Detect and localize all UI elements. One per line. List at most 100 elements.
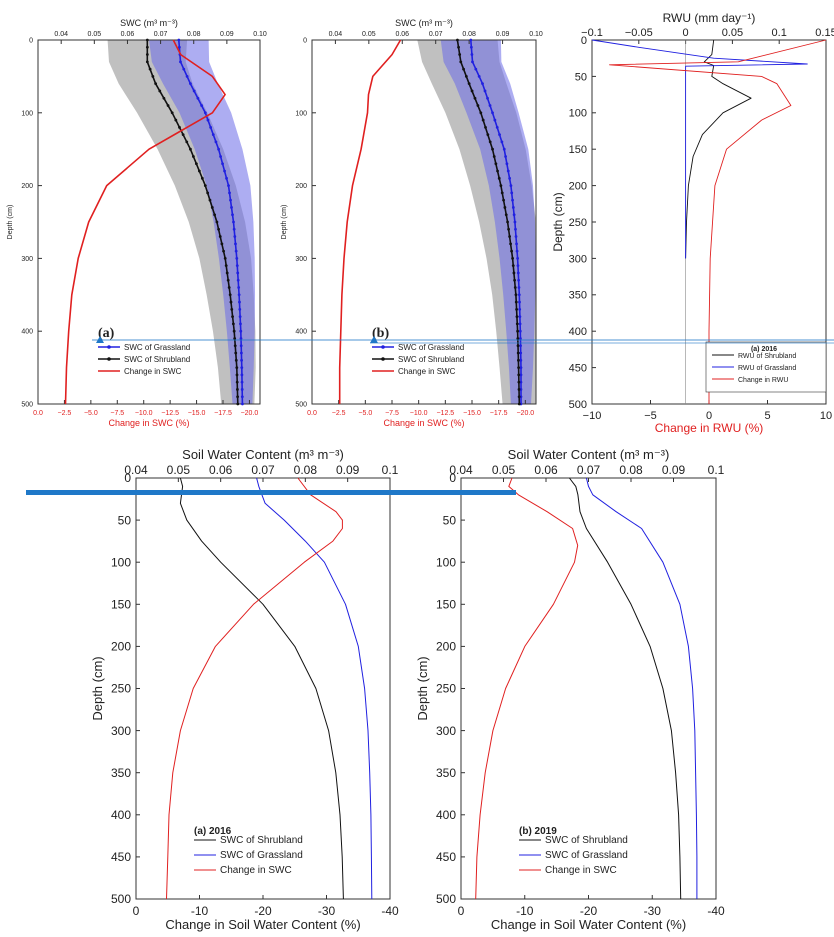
grassland-uncertainty-band bbox=[149, 40, 256, 404]
data-point bbox=[495, 125, 499, 129]
bottom-tick-label: 10 bbox=[820, 410, 832, 422]
data-point bbox=[519, 344, 522, 348]
bottom-tick-label: -40 bbox=[381, 904, 399, 918]
data-point bbox=[467, 82, 471, 86]
legend-entry: SWC of Shrubland bbox=[124, 355, 190, 364]
y-tick-label: 350 bbox=[111, 766, 131, 780]
bottom-tick-label: -20 bbox=[580, 904, 598, 918]
data-point bbox=[241, 402, 244, 406]
y-tick-label: 500 bbox=[436, 892, 456, 906]
data-point bbox=[206, 191, 210, 195]
data-point bbox=[519, 388, 523, 391]
top-tick-label: 0.09 bbox=[220, 31, 234, 38]
series-line-swc-of-grassland bbox=[256, 477, 373, 900]
y-tick-label: 250 bbox=[436, 682, 456, 696]
y-tick-label: 0 bbox=[303, 37, 307, 44]
data-point bbox=[208, 198, 212, 202]
data-point bbox=[220, 242, 224, 246]
data-point bbox=[519, 373, 523, 377]
bottom-tick-label: −20.0 bbox=[516, 410, 534, 417]
data-point bbox=[513, 278, 517, 282]
y-tick-label: 200 bbox=[111, 640, 131, 654]
series-line-rwu-of-grassland bbox=[591, 39, 808, 259]
data-point bbox=[236, 388, 239, 391]
legend-marker bbox=[381, 357, 385, 361]
data-point bbox=[233, 337, 237, 340]
data-point bbox=[488, 104, 492, 107]
data-point bbox=[170, 111, 174, 115]
top-tick-label: 0.06 bbox=[395, 31, 409, 38]
data-point bbox=[458, 53, 462, 56]
data-point bbox=[511, 264, 515, 268]
legend-entry: SWC of Grassland bbox=[220, 850, 303, 861]
shrubland-uncertainty-band bbox=[107, 40, 256, 404]
y-tick-label: 450 bbox=[436, 850, 456, 864]
top-tick-label: 0.09 bbox=[496, 31, 510, 38]
y-tick-label: 400 bbox=[21, 329, 33, 336]
data-point bbox=[203, 111, 207, 115]
data-point bbox=[231, 213, 234, 217]
data-point bbox=[234, 242, 237, 246]
series-line-change-in-swc bbox=[475, 477, 579, 900]
data-point bbox=[488, 140, 492, 144]
y-tick-label: 250 bbox=[569, 217, 587, 229]
data-point bbox=[235, 373, 239, 377]
data-point bbox=[234, 358, 238, 362]
bottom-tick-label: −17.5 bbox=[214, 410, 232, 417]
data-point bbox=[469, 45, 473, 49]
data-point bbox=[234, 351, 238, 355]
data-point bbox=[240, 373, 244, 377]
data-point bbox=[231, 315, 234, 319]
data-point bbox=[177, 38, 181, 42]
bottom-tick-label: -20 bbox=[254, 904, 272, 918]
top-tick-label: 0.08 bbox=[187, 31, 201, 38]
data-point bbox=[491, 111, 494, 115]
data-point bbox=[236, 402, 240, 406]
bottom-tick-label: 0 bbox=[458, 904, 465, 918]
top-axis-label: Soil Water Content (m³ m⁻³) bbox=[182, 447, 344, 462]
data-point bbox=[492, 155, 496, 158]
data-point bbox=[194, 162, 198, 166]
legend-entry: SWC of Grassland bbox=[545, 850, 628, 861]
top-tick-label: 0.07 bbox=[251, 463, 275, 477]
top-axis-label: RWU (mm day⁻¹) bbox=[663, 11, 756, 25]
data-point bbox=[519, 337, 522, 340]
data-point bbox=[511, 206, 515, 209]
data-point bbox=[512, 271, 516, 275]
legend-marker bbox=[107, 345, 111, 349]
data-point bbox=[229, 300, 233, 304]
data-point bbox=[502, 147, 506, 151]
top-tick-label: 0.07 bbox=[577, 463, 601, 477]
series-line-rwu-of-shrubland bbox=[685, 39, 752, 259]
data-point bbox=[517, 373, 521, 377]
data-point bbox=[464, 75, 468, 78]
data-point bbox=[516, 344, 520, 348]
data-point bbox=[513, 286, 517, 289]
data-point bbox=[519, 351, 523, 355]
bottom-tick-label: −10.0 bbox=[135, 410, 153, 417]
chart-title: (a) 2016 bbox=[194, 826, 232, 837]
data-point bbox=[515, 242, 518, 246]
bottom-tick-label: 0.0 bbox=[33, 410, 43, 417]
data-point bbox=[145, 53, 149, 56]
y-tick-label: 100 bbox=[21, 110, 33, 117]
data-point bbox=[213, 213, 217, 217]
data-point bbox=[151, 75, 155, 78]
top-tick-label: 0.1 bbox=[772, 27, 787, 39]
data-point bbox=[178, 125, 181, 129]
data-point bbox=[484, 125, 487, 129]
data-point bbox=[226, 278, 230, 282]
legend-entry: SWC of Grassland bbox=[124, 343, 190, 352]
data-point bbox=[514, 235, 518, 238]
top-tick-label: 0.05 bbox=[492, 463, 516, 477]
data-point bbox=[516, 337, 520, 340]
bottom-tick-label: −10 bbox=[583, 410, 602, 422]
legend-marker bbox=[381, 345, 385, 349]
data-point bbox=[228, 191, 231, 195]
data-point bbox=[211, 133, 215, 137]
y-tick-label: 0 bbox=[29, 37, 33, 44]
data-point bbox=[503, 206, 507, 209]
top-tick-label: 0.08 bbox=[462, 31, 476, 38]
data-point bbox=[462, 67, 465, 71]
data-point bbox=[238, 300, 241, 304]
